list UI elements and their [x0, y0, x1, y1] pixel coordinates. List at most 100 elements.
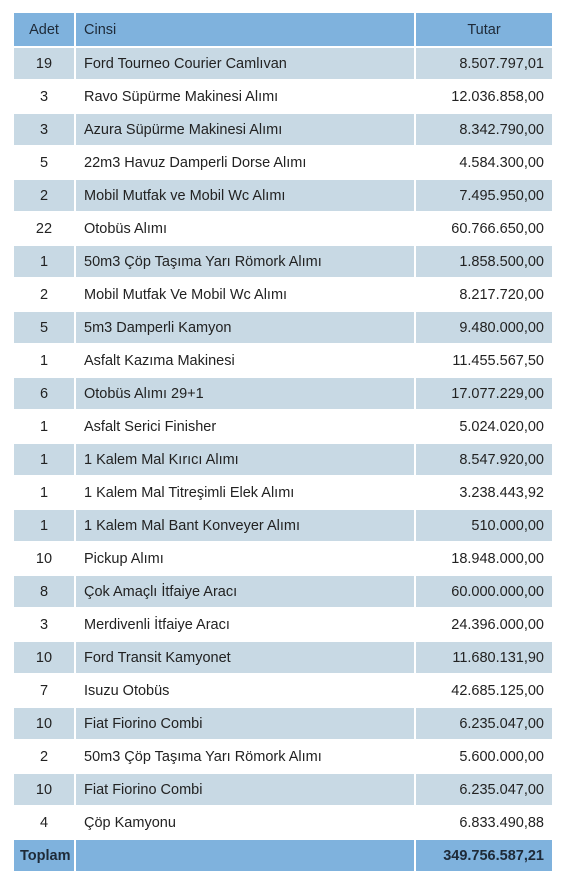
cell-cinsi: 1 Kalem Mal Bant Konveyer Alımı [76, 510, 414, 541]
cell-tutar: 7.495.950,00 [416, 180, 552, 211]
table-row: 10 Fiat Fiorino Combi 6.235.047,00 [14, 708, 552, 739]
cell-tutar: 9.480.000,00 [416, 312, 552, 343]
cell-tutar: 5.024.020,00 [416, 411, 552, 442]
table-footer: Toplam 349.756.587,21 [14, 840, 552, 871]
cell-cinsi: 5m3 Damperli Kamyon [76, 312, 414, 343]
cell-cinsi: Ford Tourneo Courier Camlıvan [76, 48, 414, 79]
cell-adet: 3 [14, 81, 74, 112]
cell-tutar: 5.600.000,00 [416, 741, 552, 772]
cell-cinsi: 1 Kalem Mal Kırıcı Alımı [76, 444, 414, 475]
table-row: 5 5m3 Damperli Kamyon 9.480.000,00 [14, 312, 552, 343]
cell-tutar: 11.680.131,90 [416, 642, 552, 673]
table-row: 10 Fiat Fiorino Combi 6.235.047,00 [14, 774, 552, 805]
cell-tutar: 1.858.500,00 [416, 246, 552, 277]
table-body: 19 Ford Tourneo Courier Camlıvan 8.507.797… [14, 48, 552, 838]
cell-tutar: 6.235.047,00 [416, 774, 552, 805]
cell-tutar: 12.036.858,00 [416, 81, 552, 112]
table-row: 3 Merdivenli İtfaiye Aracı 24.396.000,00 [14, 609, 552, 640]
cell-adet: 22 [14, 213, 74, 244]
cell-adet: 3 [14, 114, 74, 145]
cell-adet: 10 [14, 774, 74, 805]
cell-cinsi: Ravo Süpürme Makinesi Alımı [76, 81, 414, 112]
table-row: 10 Ford Transit Kamyonet 11.680.131,90 [14, 642, 552, 673]
table-row: 10 Pickup Alımı 18.948.000,00 [14, 543, 552, 574]
cell-adet: 2 [14, 741, 74, 772]
cell-adet: 1 [14, 345, 74, 376]
cell-adet: 7 [14, 675, 74, 706]
cell-cinsi: 50m3 Çöp Taşıma Yarı Römork Alımı [76, 246, 414, 277]
cell-cinsi: 22m3 Havuz Damperli Dorse Alımı [76, 147, 414, 178]
cell-adet: 19 [14, 48, 74, 79]
total-cinsi [76, 840, 414, 871]
cell-adet: 2 [14, 180, 74, 211]
cell-cinsi: Ford Transit Kamyonet [76, 642, 414, 673]
table-row: 5 22m3 Havuz Damperli Dorse Alımı 4.584.30… [14, 147, 552, 178]
cell-tutar: 42.685.125,00 [416, 675, 552, 706]
header-tutar: Tutar [416, 13, 552, 46]
cell-adet: 6 [14, 378, 74, 409]
cell-tutar: 3.238.443,92 [416, 477, 552, 508]
table-header: Adet Cinsi Tutar [14, 13, 552, 46]
cell-adet: 1 [14, 246, 74, 277]
table-row: 19 Ford Tourneo Courier Camlıvan 8.507.797… [14, 48, 552, 79]
table-row: 4 Çöp Kamyonu 6.833.490,88 [14, 807, 552, 838]
cell-tutar: 8.217.720,00 [416, 279, 552, 310]
cell-cinsi: Asfalt Serici Finisher [76, 411, 414, 442]
table-row: 2 Mobil Mutfak Ve Mobil Wc Alımı 8.217.720… [14, 279, 552, 310]
cell-tutar: 510.000,00 [416, 510, 552, 541]
total-row: Toplam 349.756.587,21 [14, 840, 552, 871]
header-adet: Adet [14, 13, 74, 46]
cell-cinsi: Pickup Alımı [76, 543, 414, 574]
table-row: 3 Ravo Süpürme Makinesi Alımı 12.036.858,0… [14, 81, 552, 112]
cell-adet: 1 [14, 411, 74, 442]
cell-cinsi: 1 Kalem Mal Titreşimli Elek Alımı [76, 477, 414, 508]
table-row: 1 Asfalt Serici Finisher 5.024.020,00 [14, 411, 552, 442]
table-row: 6 Otobüs Alımı 29+1 17.077.229,00 [14, 378, 552, 409]
cell-cinsi: Fiat Fiorino Combi [76, 708, 414, 739]
vehicle-purchase-table: Adet Cinsi Tutar 19 Ford Tourneo Courier … [12, 11, 554, 873]
cell-tutar: 24.396.000,00 [416, 609, 552, 640]
cell-cinsi: Otobüs Alımı 29+1 [76, 378, 414, 409]
cell-tutar: 8.507.797,01 [416, 48, 552, 79]
cell-tutar: 11.455.567,50 [416, 345, 552, 376]
table-row: 1 50m3 Çöp Taşıma Yarı Römork Alımı 1.858.… [14, 246, 552, 277]
cell-adet: 5 [14, 312, 74, 343]
cell-tutar: 60.000.000,00 [416, 576, 552, 607]
cell-tutar: 8.547.920,00 [416, 444, 552, 475]
cell-cinsi: Otobüs Alımı [76, 213, 414, 244]
header-cinsi: Cinsi [76, 13, 414, 46]
cell-tutar: 6.833.490,88 [416, 807, 552, 838]
cell-cinsi: Mobil Mutfak Ve Mobil Wc Alımı [76, 279, 414, 310]
cell-tutar: 6.235.047,00 [416, 708, 552, 739]
cell-adet: 1 [14, 444, 74, 475]
cell-adet: 4 [14, 807, 74, 838]
cell-adet: 2 [14, 279, 74, 310]
table-row: 7 Isuzu Otobüs 42.685.125,00 [14, 675, 552, 706]
cell-cinsi: Çok Amaçlı İtfaiye Aracı [76, 576, 414, 607]
table-row: 3 Azura Süpürme Makinesi Alımı 8.342.790,0… [14, 114, 552, 145]
cell-cinsi: Asfalt Kazıma Makinesi [76, 345, 414, 376]
total-tutar: 349.756.587,21 [416, 840, 552, 871]
cell-cinsi: Çöp Kamyonu [76, 807, 414, 838]
table-row: 8 Çok Amaçlı İtfaiye Aracı 60.000.000,00 [14, 576, 552, 607]
table-row: 22 Otobüs Alımı 60.766.650,00 [14, 213, 552, 244]
cell-adet: 5 [14, 147, 74, 178]
cell-tutar: 8.342.790,00 [416, 114, 552, 145]
total-label: Toplam [14, 840, 74, 871]
cell-cinsi: 50m3 Çöp Taşıma Yarı Römork Alımı [76, 741, 414, 772]
cell-adet: 8 [14, 576, 74, 607]
cell-tutar: 60.766.650,00 [416, 213, 552, 244]
table-row: 2 Mobil Mutfak ve Mobil Wc Alımı 7.495.950… [14, 180, 552, 211]
cell-adet: 1 [14, 477, 74, 508]
header-row: Adet Cinsi Tutar [14, 13, 552, 46]
cell-adet: 1 [14, 510, 74, 541]
table-row: 1 Asfalt Kazıma Makinesi 11.455.567,50 [14, 345, 552, 376]
cell-cinsi: Merdivenli İtfaiye Aracı [76, 609, 414, 640]
cell-tutar: 18.948.000,00 [416, 543, 552, 574]
cell-adet: 10 [14, 543, 74, 574]
cell-tutar: 4.584.300,00 [416, 147, 552, 178]
cell-adet: 3 [14, 609, 74, 640]
